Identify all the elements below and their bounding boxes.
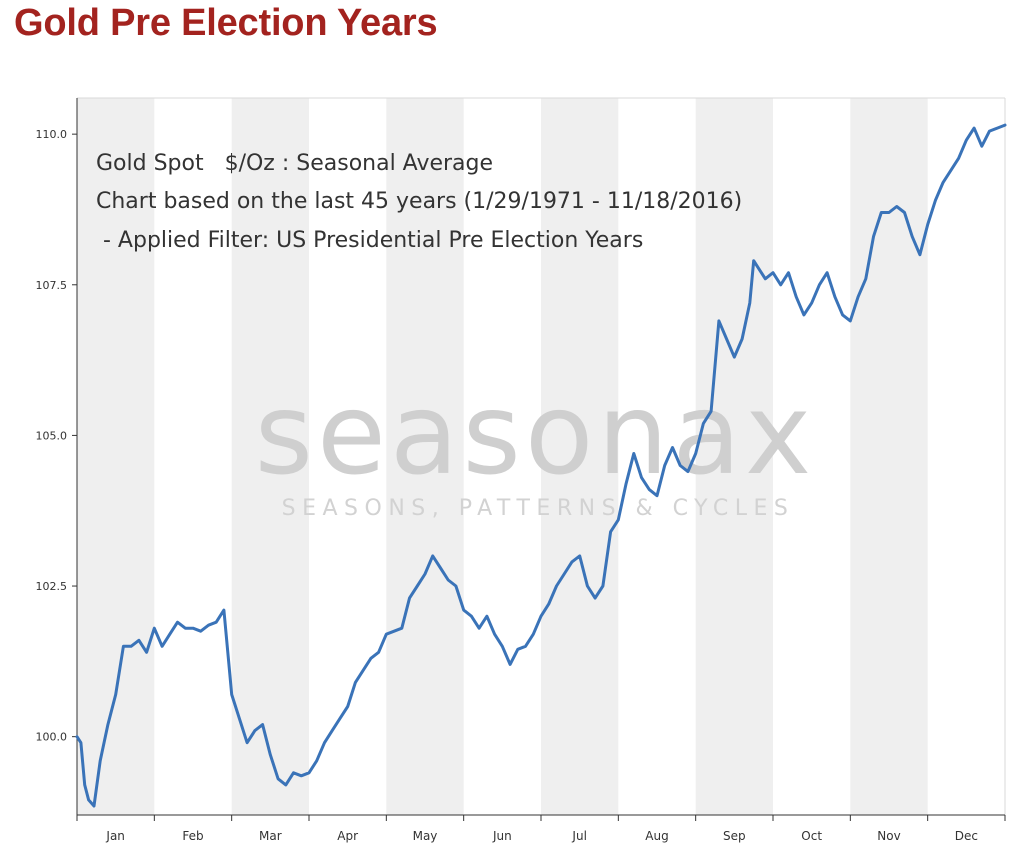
x-tick-label-feb: Feb xyxy=(182,829,203,843)
x-axis: Jan Feb Mar Apr May Jun Jul Aug Sep Oct Nov Dec xyxy=(76,814,1006,843)
watermark: seasonax SEASONS, PATTERNS & CYCLES xyxy=(255,370,816,521)
y-tick-label: 102.5 xyxy=(36,580,68,593)
y-axis: 100.0 102.5 105.0 107.5 110.0 xyxy=(36,98,78,815)
series-layer xyxy=(75,123,1007,808)
watermark-tagline: SEASONS, PATTERNS & CYCLES xyxy=(282,496,795,521)
page-title: Gold Pre Election Years xyxy=(14,2,438,44)
chart-annotation: Gold Spot $/Oz : Seasonal Average Chart … xyxy=(96,151,742,253)
x-tick-label-nov: Nov xyxy=(877,829,900,843)
y-tick-label: 105.0 xyxy=(36,429,68,442)
x-tick-label-may: May xyxy=(413,829,438,843)
watermark-brand: seasonax xyxy=(255,370,816,500)
x-tick-label-oct: Oct xyxy=(801,829,822,843)
annotation-line-2: Chart based on the last 45 years (1/29/1… xyxy=(96,189,742,214)
month-band-sep xyxy=(695,98,773,815)
x-tick-label-mar: Mar xyxy=(259,829,282,843)
x-tick-label-sep: Sep xyxy=(723,829,746,843)
x-tick-label-aug: Aug xyxy=(645,829,668,843)
x-tick-label-jun: Jun xyxy=(492,829,512,843)
y-tick-label: 107.5 xyxy=(36,279,68,292)
x-tick-label-jan: Jan xyxy=(105,829,125,843)
series-line-0 xyxy=(75,123,1007,808)
plot-frame xyxy=(77,97,1006,815)
annotation-line-3: - Applied Filter: US Presidential Pre El… xyxy=(96,228,643,253)
y-tick-label: 100.0 xyxy=(36,731,68,744)
x-tick-label-jul: Jul xyxy=(571,829,586,843)
x-tick-label-dec: Dec xyxy=(955,829,978,843)
month-band-may xyxy=(386,98,464,815)
y-tick-label: 110.0 xyxy=(36,128,68,141)
month-band-mar xyxy=(231,98,309,815)
month-band-jul xyxy=(541,98,619,815)
month-band-nov xyxy=(850,98,928,815)
month-bands xyxy=(77,98,928,815)
x-tick-label-apr: Apr xyxy=(337,829,358,843)
annotation-line-1: Gold Spot $/Oz : Seasonal Average xyxy=(96,151,493,176)
